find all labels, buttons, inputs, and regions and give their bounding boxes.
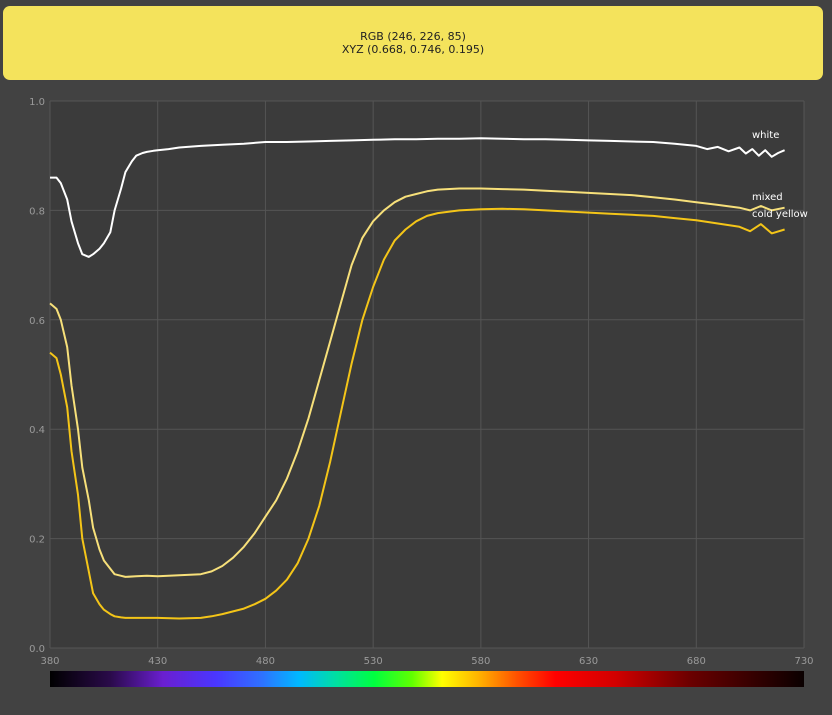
x-tick-label: 530 (364, 656, 383, 667)
x-tick-label: 630 (579, 656, 598, 667)
axis-ticks: 380 430 480 530 580 630 680 730 0.0 0.2 0.4 0.6 0.8 1… (29, 97, 813, 667)
x-tick-label: 380 (40, 656, 59, 667)
x-tick-label: 480 (256, 656, 275, 667)
series-label-mixed: mixed (752, 192, 783, 203)
grid-lines (49, 100, 805, 649)
y-tick-label: 0.6 (29, 316, 45, 327)
xyz-readout: XYZ (0.668, 0.746, 0.195) (341, 43, 485, 56)
series-line-cold-yellow (49, 207, 785, 620)
series-lines (49, 137, 785, 620)
x-tick-label: 680 (687, 656, 706, 667)
series-label-cold-yellow: cold yellow (752, 209, 808, 220)
series-label-white: white (752, 130, 779, 141)
x-tick-label: 580 (471, 656, 490, 667)
x-tick-label: 730 (794, 656, 813, 667)
series-line-mixed (49, 187, 785, 578)
y-tick-label: 1.0 (29, 97, 45, 108)
rgb-readout: RGB (246, 226, 85) (360, 30, 466, 43)
y-tick-label: 0.2 (29, 535, 45, 546)
y-tick-label: 0.8 (29, 206, 45, 217)
series-labels: white mixed cold yellow (752, 130, 808, 220)
y-tick-label: 0.0 (29, 644, 45, 655)
series-line-white (50, 137, 785, 258)
plot-area (50, 101, 804, 648)
x-tick-label: 430 (148, 656, 167, 667)
y-tick-label: 0.4 (29, 425, 45, 436)
visible-spectrum-bar (50, 671, 804, 687)
color-swatch-header: RGB (246, 226, 85) XYZ (0.668, 0.746, 0.… (3, 6, 823, 80)
